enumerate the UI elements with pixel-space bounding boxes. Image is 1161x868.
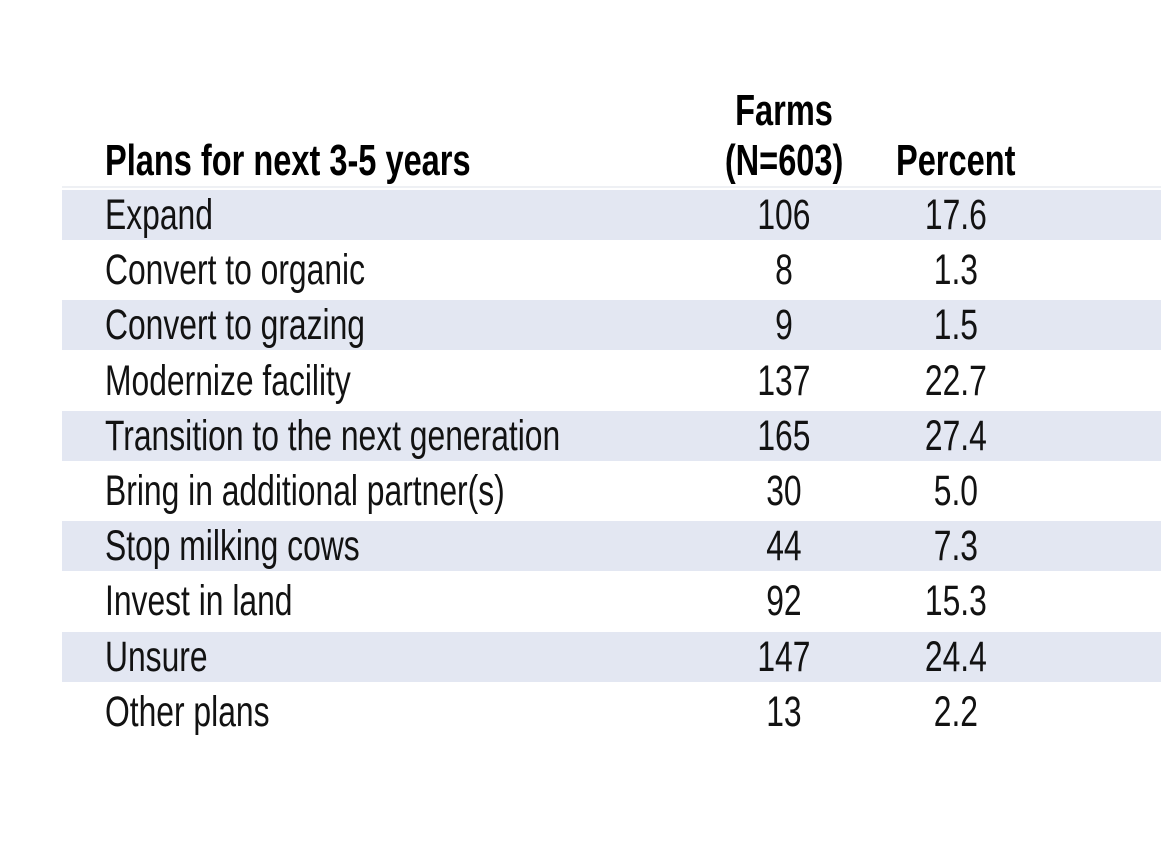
- header-percent-column: Percent: [869, 136, 1043, 186]
- row-percent-value: 24.4: [925, 632, 987, 681]
- row-label: Invest in land: [105, 577, 293, 626]
- header-farms-label: Farms: [735, 86, 833, 135]
- table-row: Convert to organic 8 1.3: [62, 243, 1161, 298]
- row-label: Expand: [105, 191, 213, 240]
- table-header-row: Plans for next 3-5 years Farms (N=603) P…: [62, 86, 1161, 186]
- row-label: Convert to grazing: [105, 301, 366, 350]
- header-farms-n-label: (N=603): [724, 136, 844, 185]
- table-row: Bring in additional partner(s) 30 5.0: [62, 464, 1161, 519]
- row-farms-value: 92: [766, 577, 802, 626]
- row-farms-value: 30: [766, 467, 802, 516]
- table-row: Unsure 147 24.4: [62, 629, 1161, 685]
- row-farms-value: 13: [766, 687, 802, 736]
- row-percent-value: 17.6: [925, 191, 987, 240]
- header-farms-column: Farms (N=603): [699, 86, 869, 186]
- header-plans-label: Plans for next 3-5 years: [105, 136, 471, 185]
- row-farms-value: 9: [775, 301, 793, 350]
- row-farms-value: 8: [775, 246, 793, 295]
- row-label: Transition to the next generation: [105, 411, 561, 460]
- row-percent-value: 5.0: [933, 467, 979, 516]
- row-label: Unsure: [105, 632, 208, 681]
- row-percent-value: 27.4: [925, 411, 987, 460]
- header-plans-column: Plans for next 3-5 years: [62, 136, 699, 186]
- row-farms-value: 106: [757, 191, 811, 240]
- row-percent-value: 15.3: [925, 577, 987, 626]
- row-percent-value: 7.3: [933, 522, 979, 571]
- plans-table: Plans for next 3-5 years Farms (N=603) P…: [62, 86, 1161, 740]
- table-body: Expand 106 17.6 Convert to organic 8 1.3…: [62, 186, 1161, 740]
- table-row: Convert to grazing 9 1.5: [62, 298, 1161, 354]
- table-row: Modernize facility 137 22.7: [62, 354, 1161, 409]
- row-farms-value: 165: [757, 411, 811, 460]
- row-farms-value: 137: [757, 356, 811, 405]
- row-label: Bring in additional partner(s): [105, 467, 505, 516]
- row-farms-value: 44: [766, 522, 802, 571]
- header-percent-label: Percent: [896, 136, 1016, 185]
- row-label: Other plans: [105, 687, 270, 736]
- row-percent-value: 2.2: [933, 687, 979, 736]
- row-percent-value: 22.7: [925, 356, 987, 405]
- row-label: Convert to organic: [105, 246, 366, 295]
- row-label: Modernize facility: [105, 356, 351, 405]
- row-farms-value: 147: [757, 632, 811, 681]
- table-row: Other plans 13 2.2: [62, 685, 1161, 740]
- table-row: Expand 106 17.6: [62, 188, 1161, 244]
- table-row: Stop milking cows 44 7.3: [62, 519, 1161, 575]
- row-label: Stop milking cows: [105, 522, 360, 571]
- row-percent-value: 1.5: [933, 301, 979, 350]
- row-percent-value: 1.3: [933, 246, 979, 295]
- table-row: Invest in land 92 15.3: [62, 574, 1161, 629]
- table-row: Transition to the next generation 165 27…: [62, 408, 1161, 464]
